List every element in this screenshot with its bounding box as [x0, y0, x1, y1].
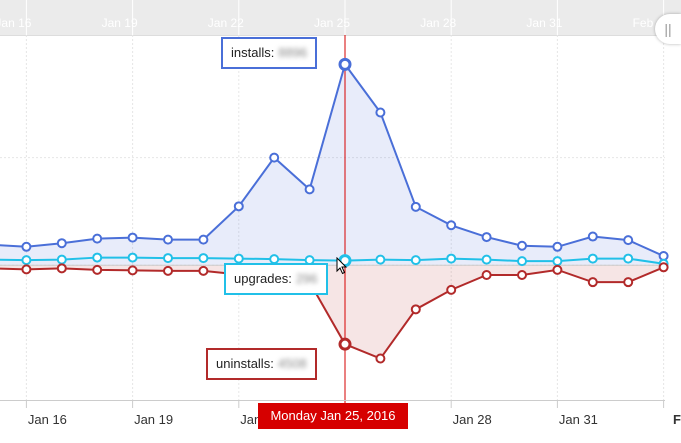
- uninstalls-line: [0, 266, 664, 360]
- installs-point[interactable]: [517, 240, 527, 251]
- uninstalls-point[interactable]: [127, 265, 138, 276]
- installs-point[interactable]: [552, 241, 563, 252]
- installs-point[interactable]: [127, 232, 138, 243]
- top-tick-feb: Feb: [633, 16, 654, 30]
- installs-point[interactable]: [446, 220, 457, 231]
- upgrades-point[interactable]: [163, 253, 173, 264]
- uninstalls-point[interactable]: [21, 264, 32, 275]
- installs-point[interactable]: [481, 232, 492, 243]
- uninstalls-point[interactable]: [375, 353, 386, 364]
- uninstalls-point[interactable]: [481, 269, 492, 280]
- installs-tooltip-label: installs:: [231, 45, 275, 60]
- navigator-scroll-handle[interactable]: ||: [655, 14, 681, 44]
- uninstalls-point[interactable]: [552, 264, 563, 275]
- bottom-tick-jan-19: Jan 19: [134, 412, 173, 427]
- upgrades-point[interactable]: [623, 253, 634, 264]
- uninstalls-tooltip: uninstalls: 4508: [206, 348, 317, 380]
- uninstalls-point[interactable]: [446, 284, 457, 295]
- top-axis-ticks: Jan 16 Jan 19 Jan 22 Jan 25 Jan 28 Jan 31 Feb: [0, 0, 665, 35]
- installs-point[interactable]: [304, 184, 315, 195]
- installs-tooltip: installs: 8896: [221, 37, 318, 69]
- upgrades-point[interactable]: [92, 252, 103, 263]
- bottom-tick-jan-28: Jan 28: [453, 412, 492, 427]
- uninstalls-point[interactable]: [198, 265, 209, 276]
- uninstalls-tooltip-value: 4508: [277, 356, 307, 371]
- installs-point[interactable]: [92, 233, 103, 244]
- upgrades-point[interactable]: [375, 254, 386, 265]
- upgrades-point[interactable]: [587, 253, 598, 264]
- upgrades-point[interactable]: [481, 254, 492, 265]
- bottom-tick-feb: Feb: [673, 412, 681, 427]
- installs-point[interactable]: [233, 201, 244, 212]
- uninstalls-point[interactable]: [163, 265, 173, 276]
- installs-line: [0, 62, 665, 257]
- bottom-tick-jan-31: Jan 31: [559, 412, 598, 427]
- top-tick-jan-19: Jan 19: [102, 16, 138, 30]
- uninstalls-tooltip-label: uninstalls:: [216, 356, 274, 371]
- series-areas: [0, 64, 664, 359]
- upgrades-point[interactable]: [127, 252, 138, 263]
- installs-point[interactable]: [375, 107, 386, 118]
- uninstalls-point[interactable]: [410, 304, 421, 315]
- installs-point[interactable]: [21, 241, 32, 252]
- uninstalls-point[interactable]: [92, 264, 103, 275]
- installs-tooltip-value: 8896: [278, 45, 308, 60]
- upgrades-point[interactable]: [21, 255, 32, 266]
- uninstalls-point[interactable]: [587, 277, 598, 288]
- upgrades-point[interactable]: [410, 255, 421, 266]
- upgrades-tooltip-value: 296: [295, 271, 318, 286]
- uninstalls-point[interactable]: [338, 337, 352, 351]
- uninstalls-point[interactable]: [623, 277, 634, 288]
- bottom-tick-jan-16: Jan 16: [28, 412, 67, 427]
- crosshair-date-badge: Monday Jan 25, 2016: [258, 403, 408, 429]
- upgrades-point[interactable]: [56, 254, 67, 265]
- mouse-cursor-icon: [336, 257, 348, 275]
- installs-area: [0, 64, 664, 266]
- top-tick-jan-28: Jan 28: [420, 16, 456, 30]
- upgrades-point[interactable]: [517, 256, 527, 267]
- upgrades-tooltip: upgrades: 296: [224, 263, 328, 295]
- uninstalls-point[interactable]: [517, 269, 527, 280]
- installs-point[interactable]: [198, 234, 209, 245]
- installs-point[interactable]: [56, 238, 67, 249]
- top-tick-jan-22: Jan 22: [208, 16, 244, 30]
- upgrades-line: [0, 256, 664, 265]
- uninstalls-point[interactable]: [658, 262, 669, 273]
- top-tick-jan-31: Jan 31: [526, 16, 562, 30]
- upgrades-point[interactable]: [552, 256, 563, 267]
- uninstalls-point[interactable]: [56, 263, 67, 274]
- installs-point[interactable]: [269, 152, 280, 163]
- installs-point[interactable]: [163, 234, 173, 245]
- upgrades-point[interactable]: [446, 253, 457, 264]
- installs-point[interactable]: [587, 231, 598, 242]
- installs-point[interactable]: [623, 235, 634, 246]
- upgrades-point[interactable]: [269, 254, 280, 265]
- upgrades-point[interactable]: [233, 253, 244, 264]
- upgrades-tooltip-label: upgrades:: [234, 271, 292, 286]
- installs-point[interactable]: [410, 201, 421, 212]
- top-tick-jan-16: Jan 16: [0, 16, 32, 30]
- series-lines: [0, 62, 665, 360]
- uninstalls-area: [0, 265, 664, 359]
- installs-point[interactable]: [338, 57, 352, 71]
- top-navigator-bar[interactable]: [0, 0, 681, 35]
- upgrades-point[interactable]: [198, 253, 209, 264]
- top-tick-jan-25: Jan 25: [314, 16, 350, 30]
